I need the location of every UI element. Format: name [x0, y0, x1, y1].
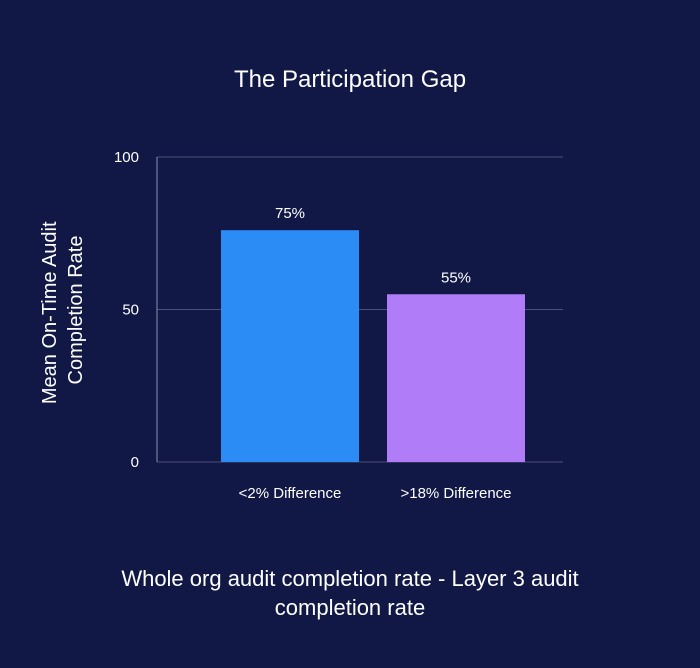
x-axis-label-line-2: completion rate	[275, 595, 425, 620]
y-axis-label-line-2: Completion Rate	[65, 236, 87, 385]
bar	[221, 230, 359, 462]
x-axis-label-line-1: Whole org audit completion rate - Layer …	[121, 566, 578, 591]
x-tick-label: <2% Difference	[239, 485, 342, 502]
bar-value-label: 55%	[441, 269, 471, 286]
x-tick-label: >18% Difference	[400, 485, 511, 502]
y-tick-labels: 0 50 100	[114, 149, 139, 471]
y-tick-label: 0	[131, 454, 139, 471]
y-axis-label: Mean On-Time Audit Completion Rate	[39, 216, 87, 404]
y-axis-label-line-1: Mean On-Time Audit	[39, 221, 61, 404]
category-labels: <2% Difference >18% Difference	[239, 485, 512, 502]
y-tick-label: 100	[114, 149, 139, 166]
chart-title: The Participation Gap	[234, 66, 466, 93]
bar	[387, 294, 525, 462]
value-labels: 75% 55%	[275, 205, 471, 286]
bars	[221, 230, 525, 462]
bar-value-label: 75%	[275, 205, 305, 222]
y-tick-label: 50	[122, 302, 139, 319]
